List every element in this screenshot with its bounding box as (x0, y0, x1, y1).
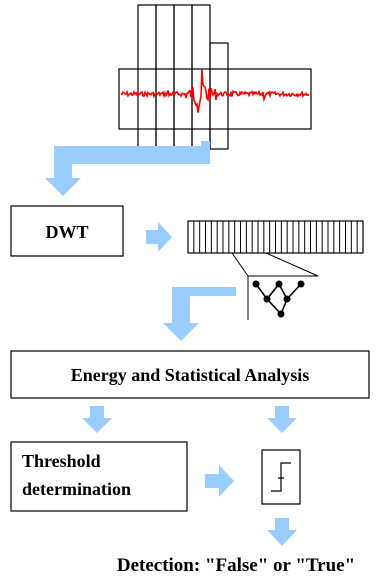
flow-arrow-icon (146, 222, 172, 252)
sliding-windows-icon (137, 4, 229, 150)
analysis-box (10, 350, 370, 399)
dwt-box (10, 205, 124, 257)
wavelet-coefficients-icon (187, 220, 364, 254)
threshold-label-line1: Threshold (22, 451, 101, 471)
zoom-connector (231, 252, 319, 320)
flow-arrow-icon (267, 406, 297, 433)
flow-arrow-icon (205, 465, 234, 497)
detection-result-label: Detection: "False" or "True" (117, 555, 355, 576)
flow-arrow-icon (267, 518, 297, 546)
flow-arrow-icon (82, 406, 112, 433)
threshold-box (10, 441, 188, 512)
step-function-icon (261, 449, 301, 505)
seismic-signal-icon (120, 69, 310, 113)
threshold-label-line2: determination (22, 479, 131, 499)
analysis-label: Energy and Statistical Analysis (71, 365, 310, 385)
flow-arrow-icon (45, 141, 210, 196)
flow-arrow-icon (163, 287, 236, 341)
signal-windowing-figure (118, 4, 312, 150)
signal-box (118, 68, 312, 130)
dwt-label: DWT (45, 222, 88, 242)
wavelet-tree-icon (252, 280, 305, 318)
